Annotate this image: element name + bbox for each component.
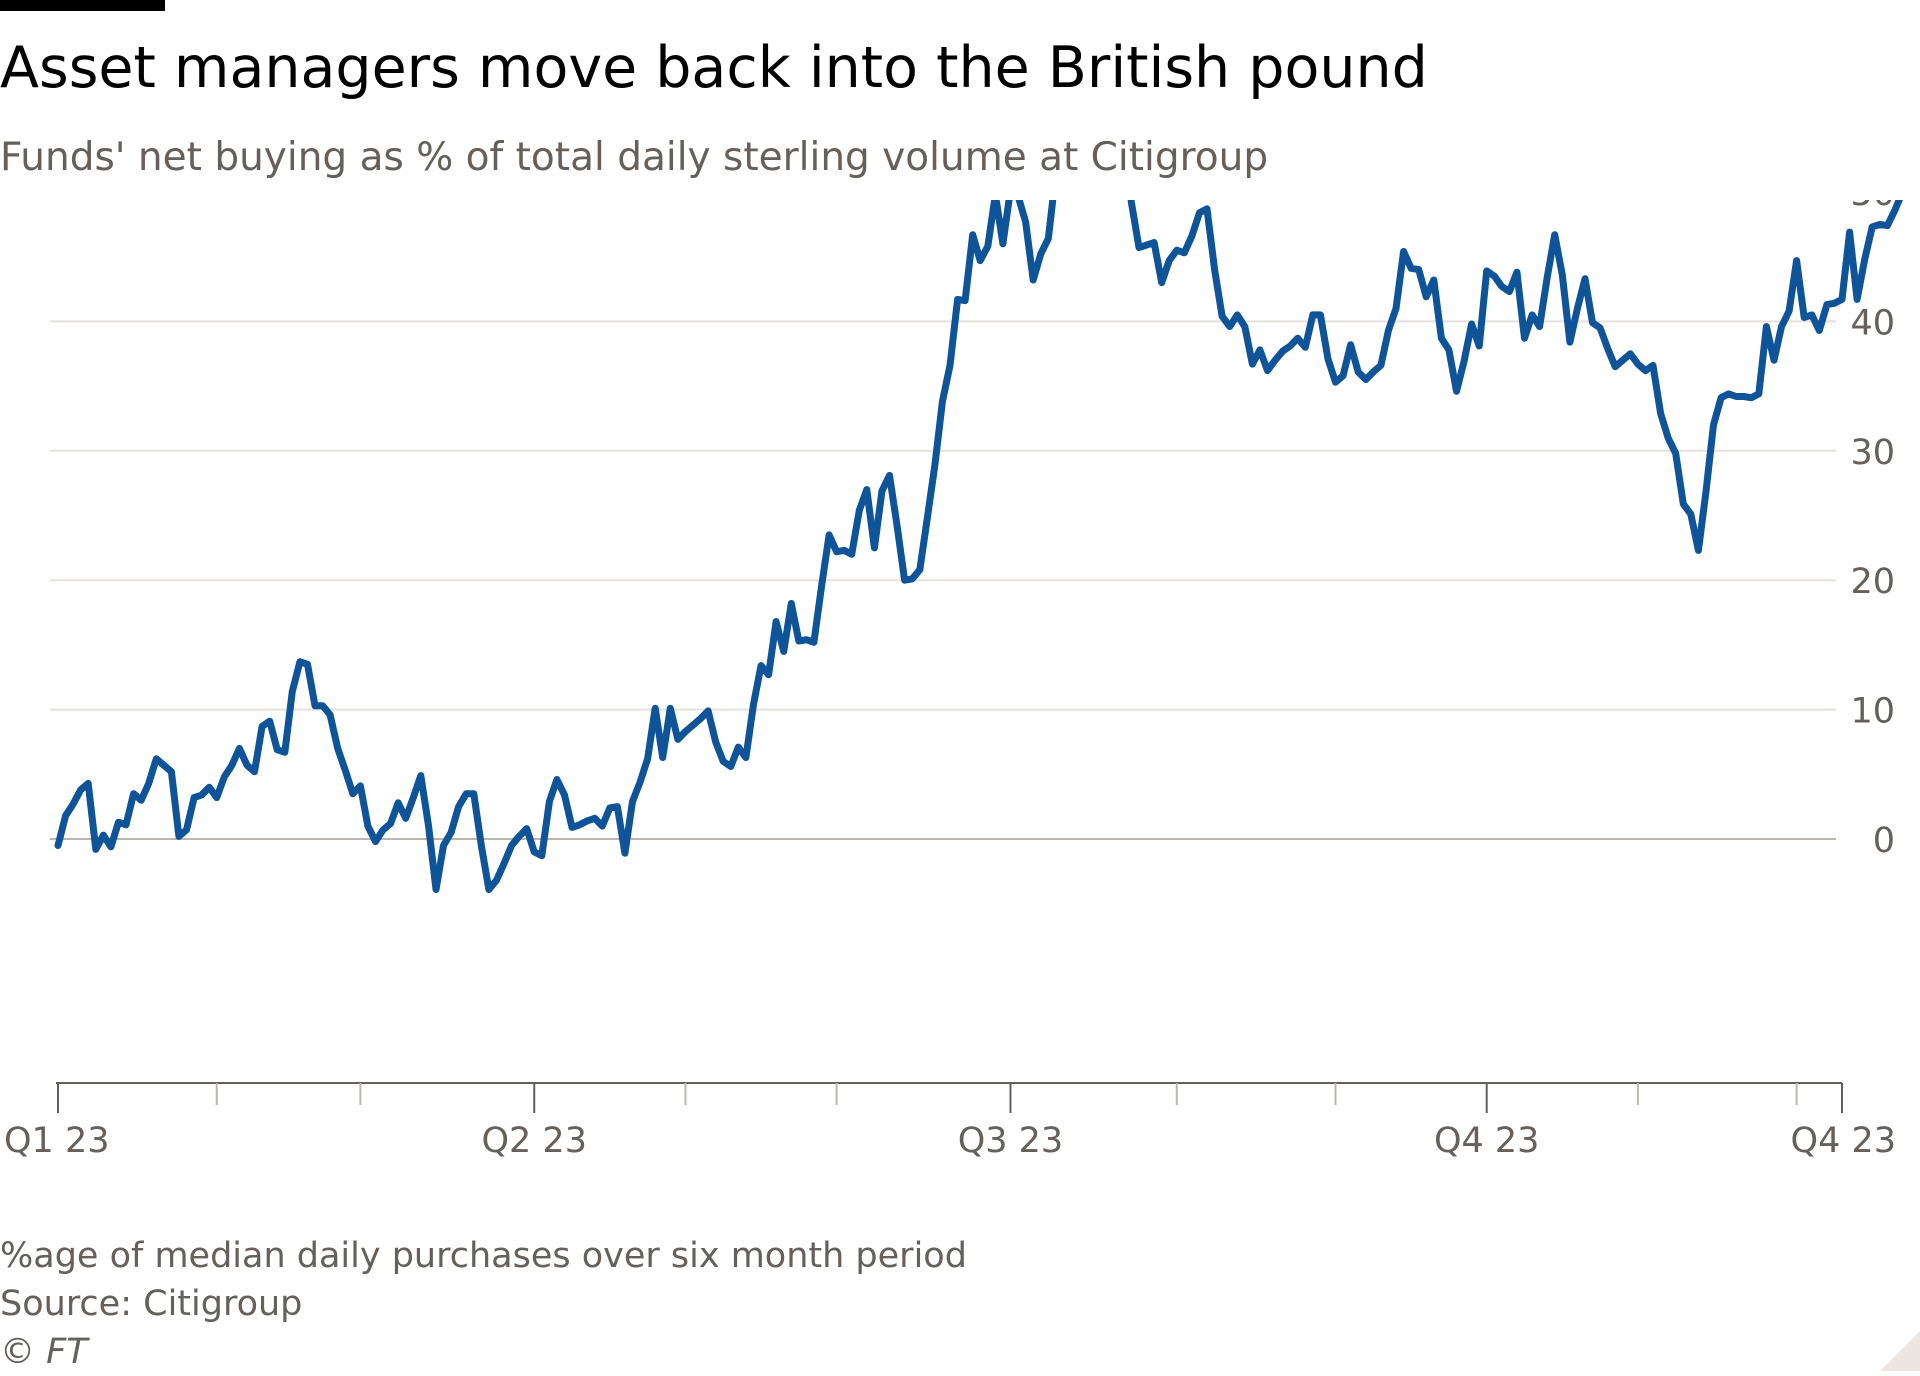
copyright-note: © FT (0, 1328, 967, 1376)
x-tick-label: Q3 23 (958, 1121, 1063, 1161)
corner-mark (1880, 1331, 1920, 1371)
x-tick-label: Q4 23 (1791, 1121, 1896, 1161)
x-tick-label: Q2 23 (481, 1121, 586, 1161)
y-tick-label: 10 (1850, 692, 1895, 732)
series-line-0 (58, 200, 1903, 889)
y-tick-label: 40 (1850, 303, 1895, 343)
y-tick-label: 50 (1850, 200, 1895, 214)
x-axis (56, 1083, 1842, 1113)
chart-title: Asset managers move back into the Britis… (0, 30, 1428, 106)
y-tick-label: 20 (1850, 562, 1895, 602)
y-tick-label: 0 (1873, 821, 1895, 861)
x-tick-label: Q4 23 (1434, 1121, 1539, 1161)
source-note: Source: Citigroup (0, 1280, 967, 1328)
chart-footer: %age of median daily purchases over six … (0, 1232, 967, 1376)
line-chart: 0 10 20 30 40 50 Q1 23 Q2 23 Q3 23 Q4 23 Q4 23 (0, 200, 1920, 1190)
x-tick-label: Q1 23 (4, 1121, 109, 1161)
x-axis-labels: Q1 23 Q2 23 Q3 23 Q4 23 Q4 23 (4, 1121, 1896, 1161)
y-tick-label: 30 (1850, 433, 1895, 473)
chart-subtitle: Funds' net buying as % of total daily st… (0, 130, 1268, 186)
chart-svg: 0 10 20 30 40 50 Q1 23 Q2 23 Q3 23 Q4 23 Q4 23 (0, 200, 1920, 1190)
footnote: %age of median daily purchases over six … (0, 1232, 967, 1280)
series (58, 200, 1903, 890)
brand-bar (0, 0, 165, 11)
